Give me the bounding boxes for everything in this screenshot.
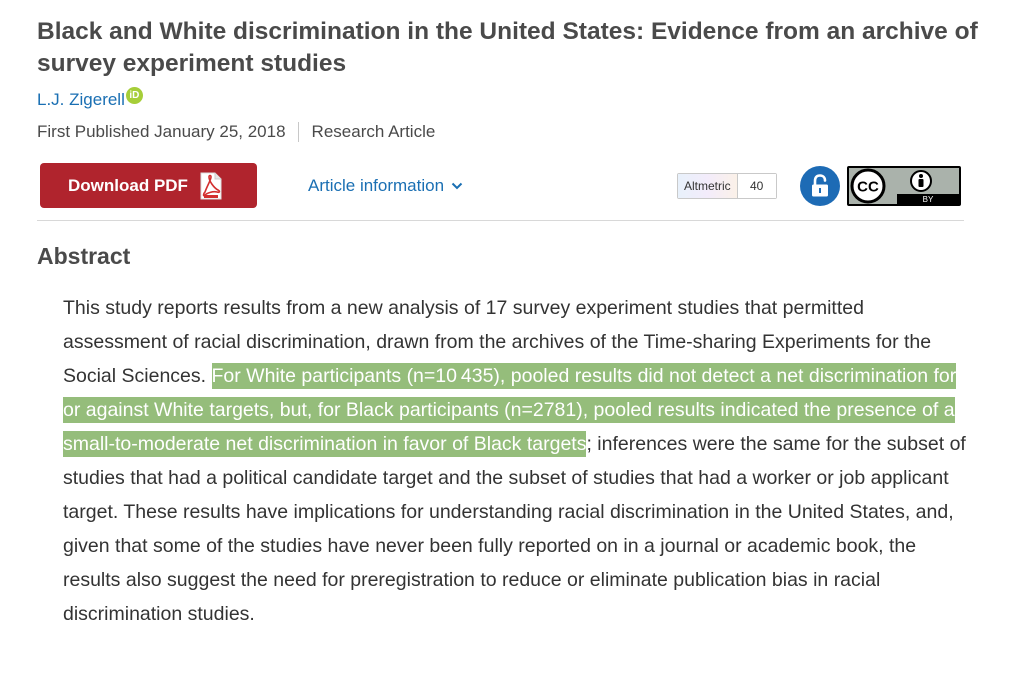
chevron-down-icon — [451, 182, 463, 190]
by-label: BY — [923, 195, 934, 204]
author-row: L.J. Zigerell iD — [37, 86, 143, 112]
pdf-file-icon — [198, 172, 224, 200]
abstract-text-end: ; inferences were the same for the subse… — [63, 433, 966, 625]
cc-symbol-text: CC — [857, 179, 879, 196]
unlock-icon — [812, 174, 828, 197]
publication-meta: First Published January 25, 2018 Researc… — [37, 122, 435, 142]
article-information-label: Article information — [308, 176, 445, 195]
open-access-button[interactable] — [800, 166, 840, 206]
abstract-text: This study reports results from a new an… — [63, 291, 973, 631]
meta-divider — [297, 122, 299, 142]
abstract-text-start: This study reports results from a new an… — [63, 297, 932, 387]
altmetric-score: 40 — [737, 174, 776, 198]
altmetric-label: Altmetric — [678, 174, 738, 198]
article-type: Research Article — [311, 122, 436, 141]
published-date: First Published January 25, 2018 — [37, 122, 286, 141]
download-pdf-button[interactable]: Download PDF — [40, 163, 257, 208]
download-pdf-label: Download PDF — [68, 175, 188, 195]
section-divider — [37, 220, 964, 221]
article-title: Black and White discrimination in the Un… — [37, 18, 978, 77]
altmetric-badge[interactable]: Altmetric 40 — [677, 173, 777, 199]
abstract-heading: Abstract — [37, 243, 131, 269]
author-link[interactable]: L.J. Zigerell — [37, 90, 125, 109]
creative-commons-icon: CC BY — [849, 168, 959, 204]
cc-by-license-badge[interactable]: CC BY — [847, 166, 961, 206]
article-information-toggle[interactable]: Article information — [308, 176, 463, 196]
orcid-icon[interactable]: iD — [125, 86, 143, 104]
highlighted-text: For White participants (n=10 435), poole… — [63, 363, 957, 457]
